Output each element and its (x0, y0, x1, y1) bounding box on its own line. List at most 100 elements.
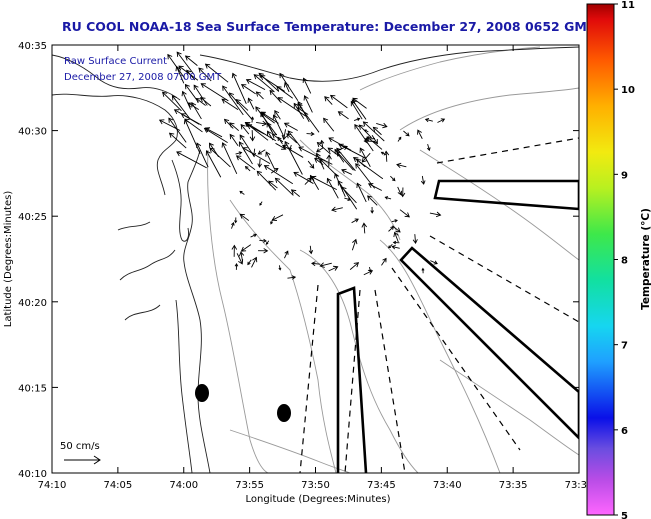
current-vector (426, 144, 431, 152)
colorbar-tick-label: 9 (621, 170, 628, 181)
y-tick-label: 40:25 (18, 212, 47, 223)
current-vector (363, 138, 376, 144)
current-vector (304, 177, 312, 185)
current-vector (380, 151, 387, 156)
y-tick-label: 40:15 (18, 383, 47, 394)
current-vector (397, 136, 402, 142)
current-vector (324, 96, 333, 105)
current-vector (238, 141, 253, 165)
current-vector (372, 126, 382, 136)
current-vector (387, 244, 393, 249)
current-vector (319, 262, 332, 268)
current-vector (267, 130, 274, 141)
current-vector (361, 222, 368, 234)
current-vector (396, 162, 407, 169)
current-vector (200, 96, 212, 107)
current-vector (240, 84, 256, 95)
current-vector (341, 168, 352, 175)
current-vector (354, 123, 374, 152)
x-tick-label: 73:35 (499, 480, 528, 491)
current-vector (429, 211, 442, 218)
current-vector (290, 189, 301, 197)
current-vector (349, 262, 360, 270)
current-vector (338, 143, 366, 159)
radial-line-6 (344, 289, 361, 473)
current-vector (430, 260, 438, 265)
current-vector (249, 130, 256, 142)
current-vector (272, 114, 285, 138)
current-vector (258, 248, 269, 254)
current-vector (329, 94, 348, 109)
current-vector (310, 175, 337, 191)
current-vector (316, 147, 324, 153)
current-vector (183, 118, 201, 154)
current-vector (337, 111, 349, 120)
current-vector (171, 95, 191, 120)
chart-title: RU COOL NOAA-18 Sea Surface Temperature:… (62, 19, 596, 34)
current-vector (351, 218, 359, 224)
x-tick-label: 73:40 (433, 480, 462, 491)
current-vector (297, 101, 310, 123)
current-vector (235, 155, 256, 171)
current-vector (328, 265, 339, 272)
current-vector (258, 72, 280, 92)
current-vector (331, 206, 343, 213)
current-vector (283, 122, 298, 131)
x-tick-label: 73:55 (235, 480, 264, 491)
current-vector (353, 117, 361, 121)
bathy-contour-1 (207, 149, 269, 473)
current-vector (176, 51, 195, 75)
current-vector (363, 269, 374, 276)
current-vector (256, 120, 268, 127)
current-vector (223, 118, 234, 129)
current-vector (200, 83, 229, 102)
current-vector (284, 140, 303, 175)
current-vector (274, 177, 294, 196)
radar-station-marker-2 (277, 404, 291, 422)
current-vector (307, 160, 315, 169)
current-vector (352, 97, 367, 109)
current-vector (193, 84, 208, 106)
current-vector (181, 90, 192, 110)
current-vector (229, 133, 239, 146)
plot-area: 50 cm/s Raw Surface Current December 27,… (52, 45, 579, 473)
scale-label: 50 cm/s (60, 441, 100, 452)
current-vector (168, 117, 187, 143)
current-vector (250, 116, 255, 123)
radar-station-marker-1 (195, 384, 209, 402)
current-vector (195, 97, 206, 106)
current-vector (344, 197, 352, 201)
current-vector (302, 77, 312, 94)
current-vector (231, 244, 238, 257)
current-vector (255, 91, 264, 100)
radial-line-5 (299, 284, 319, 473)
colorbar-tick-label: 11 (621, 0, 635, 11)
bathy-contour-5 (419, 149, 579, 261)
current-vector (274, 109, 281, 120)
current-vector (271, 133, 284, 143)
radial-line-3 (391, 267, 521, 451)
coast-raritan-bay (52, 93, 178, 196)
current-vector (381, 257, 387, 266)
plot-background (52, 45, 579, 473)
current-vector (323, 117, 335, 132)
scale-vector-head (93, 455, 101, 465)
current-vector (231, 72, 247, 104)
current-vector (359, 147, 371, 167)
current-vector (186, 69, 196, 81)
y-tick-label: 40:35 (18, 41, 47, 52)
bathy-contour-7 (439, 359, 579, 456)
current-vector (370, 206, 374, 214)
current-vector (364, 136, 376, 142)
bathy-contour-4 (379, 239, 501, 473)
x-tick-label: 74:00 (169, 480, 198, 491)
current-vector (238, 251, 245, 262)
current-vector (279, 72, 299, 102)
current-vector (239, 213, 250, 221)
radial-line-2 (429, 235, 579, 323)
current-vector (222, 85, 244, 116)
current-vector (355, 163, 375, 189)
overlay-time: December 27, 2008 07:00 GMT (64, 72, 222, 83)
current-vector (314, 157, 324, 165)
bathy-contour-3 (299, 249, 419, 473)
